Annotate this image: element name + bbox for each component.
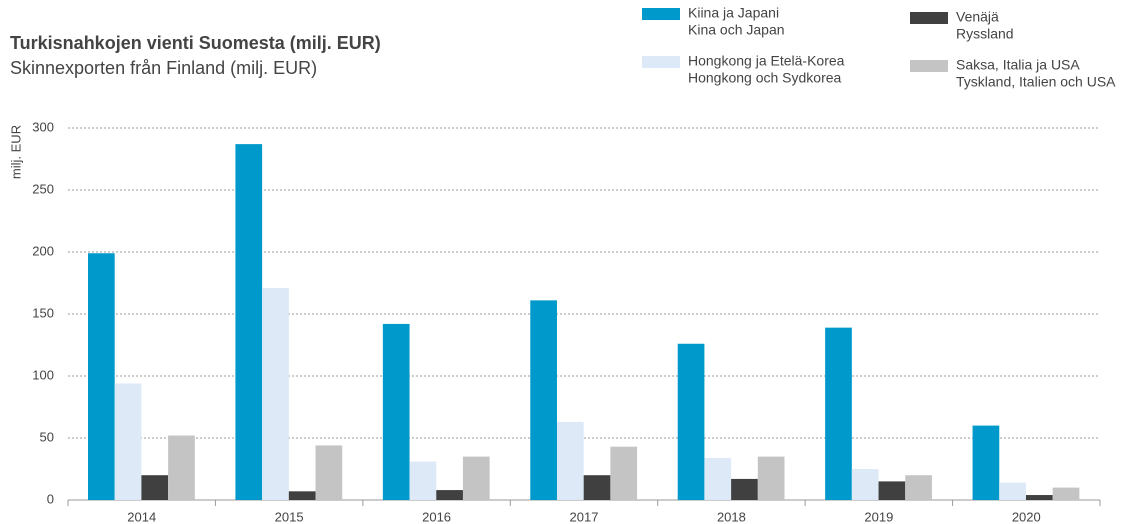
legend-label: Saksa, Italia ja USA bbox=[956, 57, 1080, 73]
legend-sublabel: Hongkong och Sydkorea bbox=[688, 70, 842, 86]
bar bbox=[114, 383, 142, 500]
bar bbox=[556, 421, 584, 500]
y-tick-label: 100 bbox=[32, 367, 54, 382]
legend-swatch bbox=[642, 8, 680, 20]
legend-label: Hongkong ja Etelä-Korea bbox=[688, 53, 845, 69]
y-tick-label: 250 bbox=[32, 181, 54, 196]
y-tick-label: 50 bbox=[40, 429, 54, 444]
bar bbox=[757, 456, 785, 500]
bar bbox=[262, 287, 289, 500]
bar bbox=[851, 469, 879, 500]
bar bbox=[168, 435, 195, 500]
legend-sublabel: Tyskland, Italien och USA bbox=[956, 74, 1116, 90]
bar bbox=[905, 475, 932, 500]
legend-label: Venäjä bbox=[956, 9, 999, 25]
bar bbox=[878, 481, 906, 500]
bar bbox=[999, 482, 1026, 500]
x-tick-label: 2015 bbox=[275, 509, 304, 524]
bar bbox=[530, 300, 557, 500]
bar bbox=[610, 446, 638, 500]
bar bbox=[462, 456, 490, 500]
legend-swatch bbox=[910, 60, 948, 72]
legend-sublabel: Kina och Japan bbox=[688, 22, 785, 38]
x-tick-label: 2020 bbox=[1012, 509, 1041, 524]
legend-label: Kiina ja Japani bbox=[688, 5, 779, 21]
bar bbox=[409, 461, 437, 500]
legend-swatch bbox=[910, 12, 948, 24]
x-tick-label: 2017 bbox=[570, 509, 599, 524]
y-tick-label: 200 bbox=[32, 243, 54, 258]
bar bbox=[731, 478, 758, 500]
y-axis-label: milj. EUR bbox=[8, 125, 23, 179]
legend-swatch bbox=[642, 56, 680, 68]
bar bbox=[1025, 495, 1053, 500]
bar bbox=[235, 144, 263, 500]
bar bbox=[382, 323, 410, 500]
x-tick-label: 2019 bbox=[864, 509, 893, 524]
bar bbox=[436, 490, 463, 500]
bar bbox=[288, 491, 316, 500]
y-tick-label: 150 bbox=[32, 305, 54, 320]
x-tick-label: 2016 bbox=[422, 509, 451, 524]
bar bbox=[704, 457, 732, 500]
legend-sublabel: Ryssland bbox=[956, 26, 1014, 42]
bar bbox=[141, 475, 169, 500]
y-tick-label: 300 bbox=[32, 119, 54, 134]
x-tick-label: 2014 bbox=[127, 509, 156, 524]
bar bbox=[825, 327, 852, 500]
bar bbox=[88, 253, 115, 500]
bar bbox=[583, 475, 611, 500]
bar bbox=[677, 343, 705, 500]
bar bbox=[1052, 487, 1080, 500]
y-tick-label: 0 bbox=[47, 491, 54, 506]
bar bbox=[972, 425, 1000, 500]
bar bbox=[315, 445, 343, 500]
chart-title: Turkisnahkojen vienti Suomesta (milj. EU… bbox=[10, 33, 381, 53]
x-tick-label: 2018 bbox=[717, 509, 746, 524]
chart-subtitle: Skinnexporten från Finland (milj. EUR) bbox=[10, 58, 317, 78]
